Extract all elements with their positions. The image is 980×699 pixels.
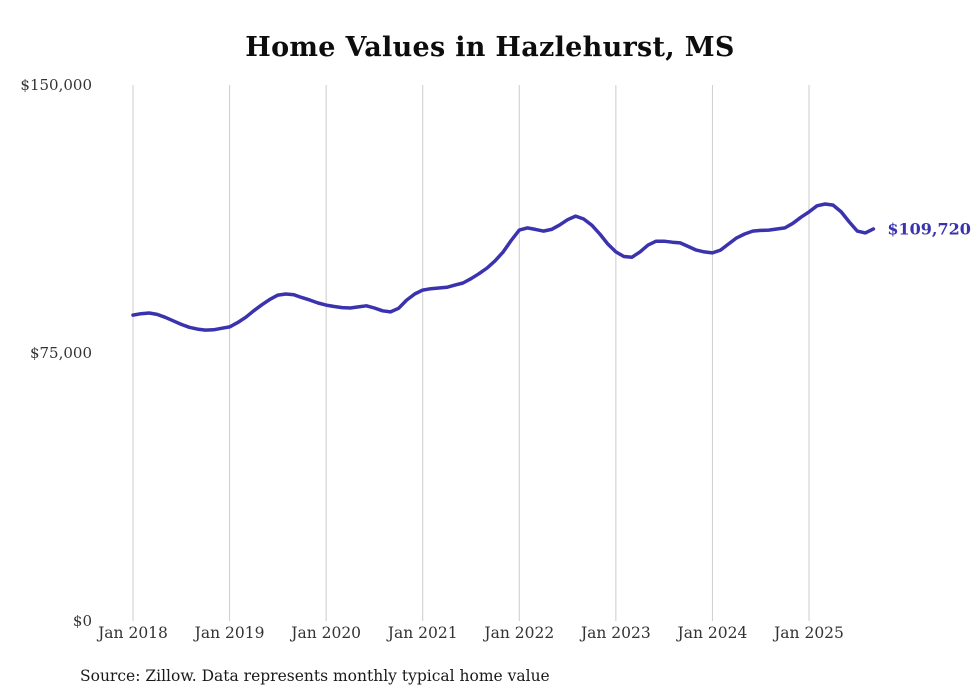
latest-value-label: $109,720 — [887, 219, 971, 239]
x-axis-tick-label: Jan 2025 — [774, 624, 844, 642]
x-axis-tick-label: Jan 2020 — [291, 624, 362, 642]
home-value-line — [131, 202, 876, 332]
y-axis-tick-label: $150,000 — [20, 76, 92, 94]
x-axis-tick-label: Jan 2021 — [387, 624, 458, 642]
chart-title: Home Values in Hazlehurst, MS — [245, 32, 735, 63]
y-axis-tick-label: $0 — [72, 612, 92, 630]
x-axis-tick-label: Jan 2019 — [194, 624, 265, 642]
x-axis-tick-label: Jan 2024 — [677, 624, 748, 642]
x-axis-tick-label: Jan 2023 — [580, 624, 651, 642]
x-axis-tick-label: Jan 2022 — [484, 624, 555, 642]
x-axis-tick-label: Jan 2018 — [98, 624, 168, 642]
y-axis-tick-label: $75,000 — [29, 344, 92, 362]
source-note: Source: Zillow. Data represents monthly … — [80, 667, 550, 685]
